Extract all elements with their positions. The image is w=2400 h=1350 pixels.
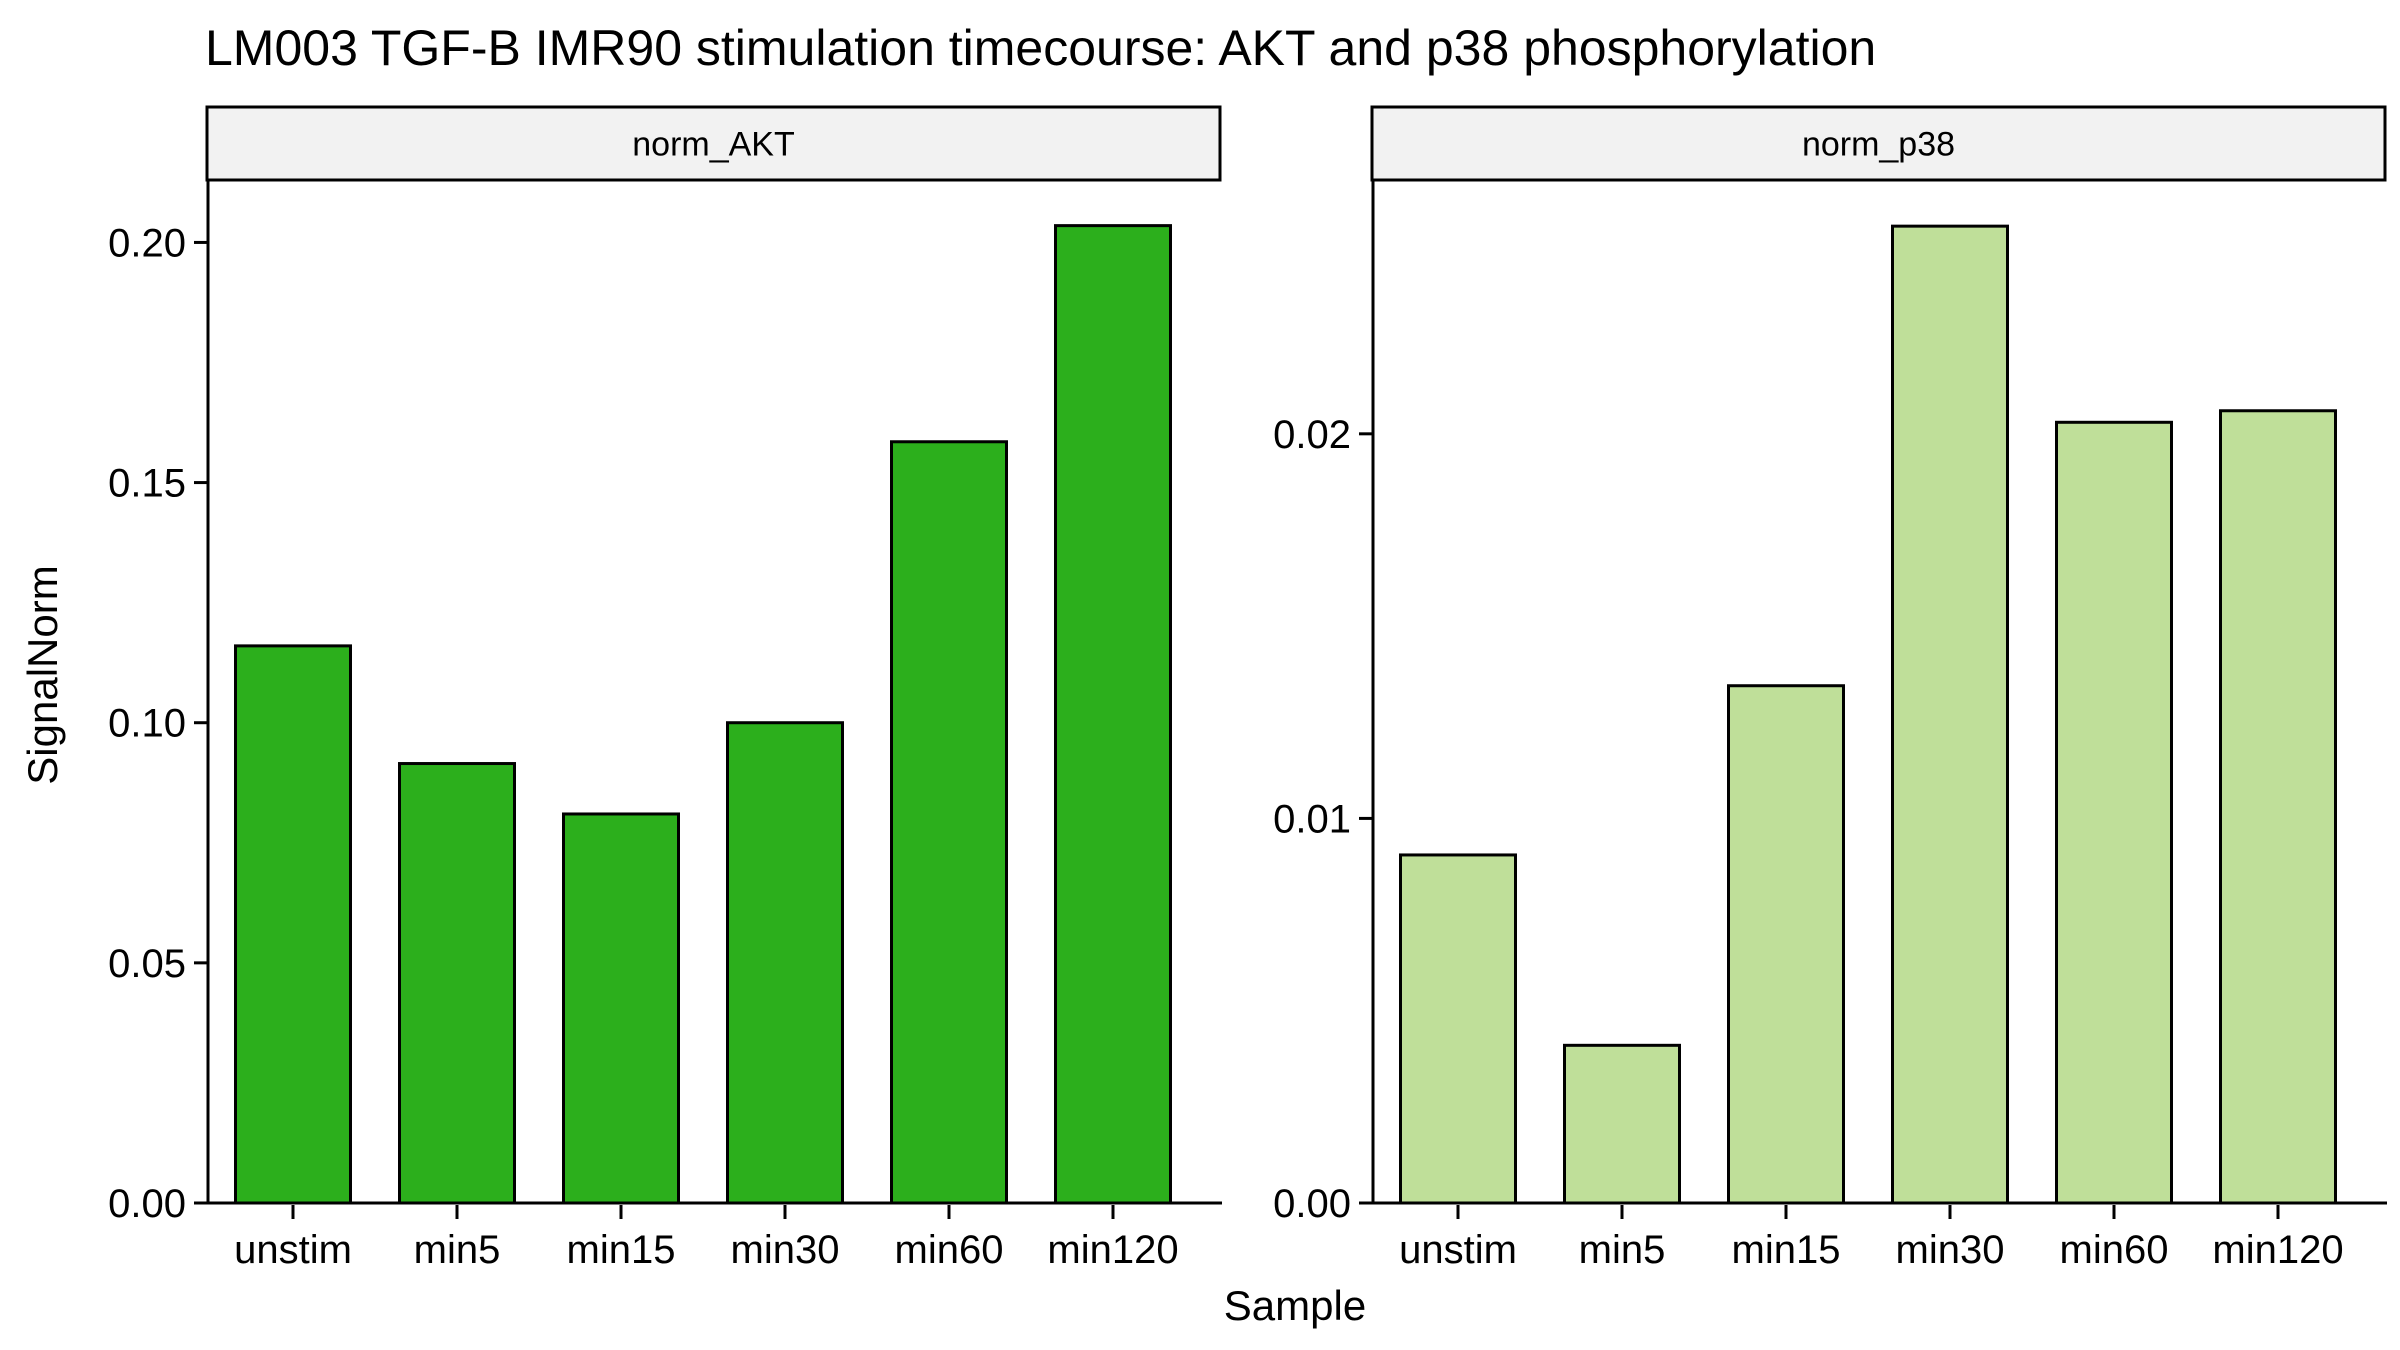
- x-tick-label: min5: [414, 1228, 501, 1272]
- x-tick-label: min5: [1579, 1228, 1666, 1272]
- bar-min30: [1891, 224, 2009, 1205]
- x-tick-label: min15: [567, 1228, 676, 1272]
- y-tick-label: 0.15: [108, 462, 186, 506]
- bar-min5: [398, 762, 516, 1205]
- bar-min15: [562, 812, 680, 1205]
- facet-strip: [205, 105, 1222, 182]
- y-tick-label: 0.01: [1273, 797, 1351, 841]
- x-tick-label: unstim: [234, 1228, 352, 1272]
- bar-min120: [1054, 224, 1172, 1205]
- x-tick-label: min30: [731, 1228, 840, 1272]
- x-tick-label: min120: [2212, 1228, 2343, 1272]
- x-tick-label: unstim: [1399, 1228, 1517, 1272]
- bar-unstim: [1399, 853, 1517, 1205]
- bar-min30: [726, 721, 844, 1205]
- chart-title: LM003 TGF-B IMR90 stimulation timecourse…: [205, 20, 1876, 76]
- y-tick-label: 0.10: [108, 702, 186, 746]
- bar-min5: [1563, 1043, 1681, 1205]
- bar-min15: [1727, 684, 1845, 1205]
- bar-min60: [890, 440, 1008, 1205]
- x-tick-label: min15: [1732, 1228, 1841, 1272]
- facet-strip-label: norm_p38: [1802, 126, 1955, 164]
- x-tick-label: min60: [2060, 1228, 2169, 1272]
- x-tick-label: min30: [1896, 1228, 2005, 1272]
- bar-min60: [2055, 420, 2173, 1205]
- y-tick-label: 0.02: [1273, 413, 1351, 457]
- x-tick-label: min60: [895, 1228, 1004, 1272]
- y-tick-label: 0.00: [108, 1182, 186, 1226]
- facet-strip-label: norm_AKT: [632, 126, 795, 164]
- y-tick-label: 0.00: [1273, 1182, 1351, 1226]
- bar-unstim: [234, 644, 352, 1205]
- x-tick-label: min120: [1047, 1228, 1178, 1272]
- y-tick-label: 0.20: [108, 221, 186, 265]
- y-axis-title: SignalNorm: [19, 565, 66, 784]
- y-tick-label: 0.05: [108, 942, 186, 986]
- x-axis-title: Sample: [1224, 1282, 1366, 1329]
- bar-min120: [2219, 409, 2337, 1205]
- facet-strip: [1370, 105, 2387, 182]
